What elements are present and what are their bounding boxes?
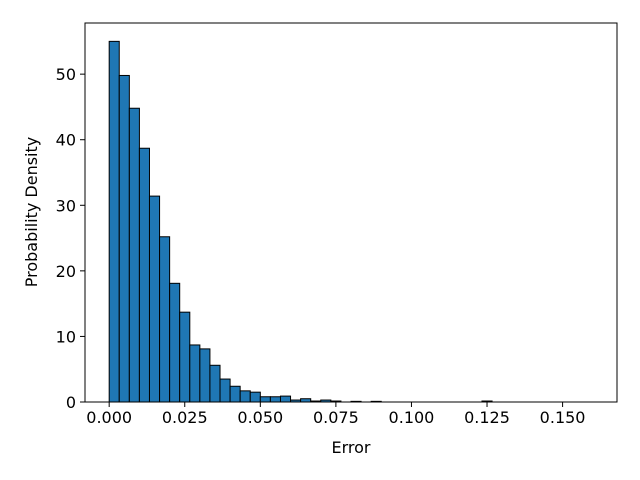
x-axis-label: Error: [332, 438, 371, 457]
x-tick-label: 0.050: [237, 408, 283, 427]
bar: [249, 391, 261, 403]
bar: [148, 195, 161, 403]
x-tick-label: 0.000: [86, 408, 132, 427]
y-tick-label: 50: [56, 65, 76, 84]
axes-frame: [84, 22, 618, 403]
bar: [108, 40, 120, 403]
x-tick-label: 0.150: [540, 408, 586, 427]
y-tick-label: 20: [56, 262, 76, 281]
bar: [118, 74, 130, 403]
x-tick-label: 0.075: [313, 408, 359, 427]
bar: [279, 395, 292, 403]
bar: [199, 348, 211, 403]
bar: [239, 390, 251, 403]
y-axis-label: Probability Density: [22, 137, 41, 288]
bar: [209, 364, 221, 403]
bar: [138, 147, 150, 403]
bar: [229, 385, 241, 403]
y-tick-label: 10: [56, 327, 76, 346]
y-tick-label: 30: [56, 196, 76, 215]
plot-area: [108, 40, 493, 403]
bar: [269, 396, 281, 403]
y-tick-label: 0: [66, 393, 76, 412]
bar: [189, 344, 201, 403]
bar: [128, 107, 140, 403]
y-tick-label: 40: [56, 131, 76, 150]
bar: [169, 282, 181, 403]
bar: [219, 378, 231, 403]
x-tick-label: 0.100: [389, 408, 435, 427]
x-tick-label: 0.025: [162, 408, 208, 427]
bar: [179, 311, 191, 403]
x-tick-label: 0.125: [464, 408, 510, 427]
bar: [259, 396, 271, 403]
bar: [159, 236, 171, 403]
